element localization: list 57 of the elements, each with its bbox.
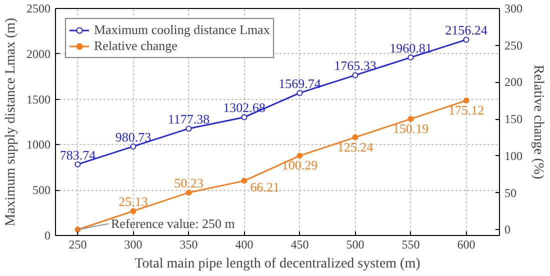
point <box>352 72 358 78</box>
y2-tick-label: 0 <box>504 222 510 237</box>
point <box>296 152 303 159</box>
point <box>352 134 358 140</box>
data-label: 1569.74 <box>278 76 322 91</box>
y2-tick-label: 100 <box>504 148 522 163</box>
point <box>463 98 470 104</box>
y-tick-label: 2500 <box>26 2 50 16</box>
data-label: 980.73 <box>115 129 152 144</box>
y-tick-label: 1500 <box>26 92 50 106</box>
point <box>130 208 136 214</box>
data-label: 100.29 <box>282 158 318 173</box>
data-label: 1302.68 <box>223 100 266 116</box>
y-axis-title: Maximum supply distance Lmax (m) <box>4 17 18 226</box>
x-tick-label: 350 <box>180 238 198 252</box>
point <box>296 90 303 96</box>
point <box>186 190 192 196</box>
legend-label: Relative change <box>94 38 178 54</box>
y2-tick-label: 50 <box>504 186 516 200</box>
y-tick-label: 1000 <box>26 138 50 152</box>
point <box>241 178 248 184</box>
data-label: 175.12 <box>448 102 484 118</box>
x-axis-title: Total main pipe length of decentralized system (m) <box>134 256 421 272</box>
data-label: 25.13 <box>118 194 148 210</box>
y-tick-label: 2000 <box>26 46 50 61</box>
x-tick-label: 400 <box>235 238 254 252</box>
y2-tick-label: 250 <box>504 38 522 52</box>
y-tick-label: 500 <box>32 183 50 198</box>
data-label: 150.19 <box>392 120 429 136</box>
legend-label: Maximum cooling distance Lmax <box>94 22 270 38</box>
y2-tick-label: 200 <box>504 75 522 90</box>
data-label: 125.24 <box>337 139 374 154</box>
data-label: 1177.38 <box>168 112 210 127</box>
y2-axis-title: Relative change (%) <box>530 64 546 180</box>
point <box>463 36 470 43</box>
point <box>408 54 414 60</box>
x-tick-label: 450 <box>290 238 309 252</box>
x-tick-label: 250 <box>68 238 87 252</box>
x-tick-label: 600 <box>457 238 476 252</box>
data-label: 66.21 <box>250 179 280 194</box>
x-tick-label: 300 <box>124 238 142 252</box>
data-label: 1765.33 <box>334 58 376 74</box>
point <box>408 116 414 122</box>
data-label: 2156.24 <box>445 22 488 38</box>
y2-tick-label: 300 <box>504 2 522 16</box>
data-label: 783.74 <box>60 147 96 162</box>
data-label: 1960.81 <box>390 40 432 56</box>
x-tick-label: 500 <box>346 238 364 252</box>
y-tick-label: 0 <box>44 228 50 242</box>
point <box>186 126 192 132</box>
data-label: 50.23 <box>174 176 204 191</box>
point <box>74 161 81 168</box>
x-tick-label: 550 <box>402 238 420 252</box>
point <box>130 143 136 150</box>
point <box>241 114 248 120</box>
y2-tick-label: 150 <box>504 112 522 126</box>
annotation: Reference value: 250 m <box>111 216 235 232</box>
